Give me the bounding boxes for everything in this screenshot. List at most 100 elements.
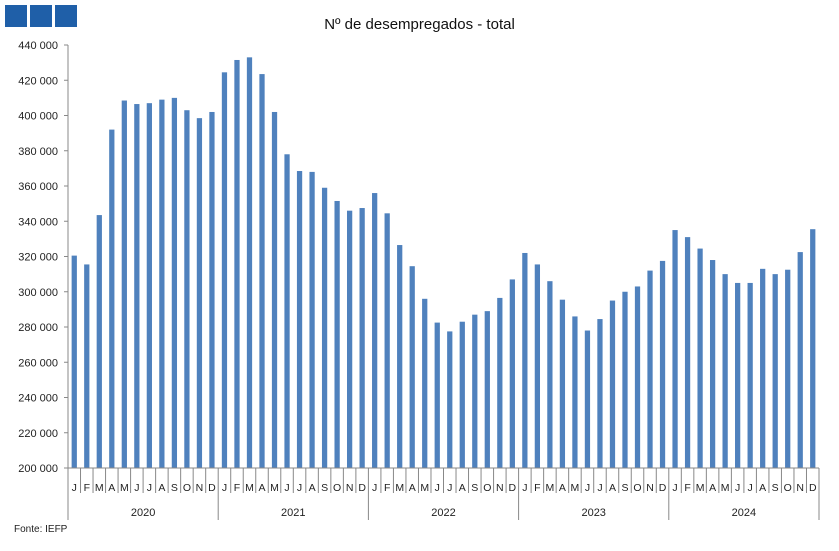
bar	[522, 252, 528, 468]
bar	[484, 311, 490, 468]
source-note: Fonte: IEFP	[14, 524, 68, 535]
bar	[384, 213, 390, 468]
y-tick-label: 240 000	[18, 393, 58, 405]
y-tick-label: 380 000	[18, 146, 58, 158]
month-tick-label: J	[597, 482, 602, 494]
bar	[234, 59, 240, 468]
month-tick-label: F	[234, 482, 240, 494]
month-tick-label: A	[709, 482, 716, 494]
bar	[497, 297, 503, 468]
month-tick-label: N	[196, 482, 204, 494]
bar	[659, 260, 666, 468]
month-tick-label: N	[346, 482, 354, 494]
bar	[735, 282, 741, 468]
y-tick-label: 320 000	[18, 252, 58, 264]
logo-square-1	[5, 5, 27, 27]
logo	[5, 5, 77, 27]
bar	[609, 300, 616, 468]
month-tick-label: D	[358, 482, 366, 494]
month-tick-label: J	[585, 482, 590, 494]
month-tick-label: O	[333, 482, 341, 494]
bar	[121, 100, 127, 469]
bar	[321, 187, 328, 468]
bar	[259, 74, 265, 469]
month-tick-label: M	[420, 482, 429, 494]
bar	[146, 103, 152, 468]
bar	[509, 279, 515, 468]
month-tick-label: A	[609, 482, 616, 494]
y-tick-label: 200 000	[18, 463, 58, 475]
bar	[572, 316, 578, 468]
month-tick-label: A	[559, 482, 566, 494]
month-tick-label: D	[809, 482, 817, 494]
y-tick-label: 280 000	[18, 322, 58, 334]
month-tick-label: F	[684, 482, 690, 494]
month-tick-label: A	[409, 482, 416, 494]
bar	[134, 104, 140, 468]
month-tick-label: F	[84, 482, 90, 494]
month-tick-label: J	[372, 482, 377, 494]
bar	[309, 171, 315, 468]
month-tick-label: F	[384, 482, 390, 494]
bar	[634, 286, 641, 468]
bar	[684, 237, 691, 468]
month-tick-label: J	[735, 482, 740, 494]
year-tick-label: 2021	[281, 507, 305, 519]
bar	[96, 215, 102, 468]
y-tick-label: 360 000	[18, 181, 58, 193]
bar	[709, 260, 716, 468]
bar	[797, 252, 803, 468]
month-tick-label: A	[158, 482, 165, 494]
y-tick-label: 220 000	[18, 428, 58, 440]
month-tick-label: O	[784, 482, 792, 494]
bar	[559, 299, 566, 468]
month-tick-label: S	[471, 482, 478, 494]
month-tick-label: N	[646, 482, 654, 494]
bar	[697, 248, 703, 468]
bar	[672, 230, 678, 468]
bar	[785, 269, 791, 468]
bar	[109, 129, 115, 468]
month-tick-label: A	[759, 482, 766, 494]
bar	[547, 281, 553, 468]
bar	[271, 111, 278, 468]
month-tick-label: O	[183, 482, 191, 494]
bar	[647, 270, 653, 468]
month-tick-label: J	[447, 482, 452, 494]
bar	[409, 266, 415, 468]
month-tick-label: M	[245, 482, 254, 494]
month-tick-label: S	[321, 482, 328, 494]
bar	[810, 229, 816, 468]
month-tick-label: O	[633, 482, 641, 494]
y-tick-label: 260 000	[18, 357, 58, 369]
month-tick-label: M	[395, 482, 404, 494]
y-tick-label: 440 000	[18, 40, 58, 52]
bar	[359, 208, 365, 468]
bar	[196, 118, 203, 469]
month-tick-label: M	[95, 482, 104, 494]
bar	[534, 264, 541, 468]
month-tick-label: S	[621, 482, 628, 494]
logo-square-2	[30, 5, 52, 27]
bar	[334, 200, 340, 468]
month-tick-label: J	[284, 482, 289, 494]
month-tick-label: J	[435, 482, 440, 494]
y-tick-label: 420 000	[18, 75, 58, 87]
bar	[397, 245, 403, 468]
bar	[722, 274, 728, 468]
month-tick-label: N	[796, 482, 804, 494]
chart-title: Nº de desempregados - total	[324, 16, 515, 33]
month-tick-label: M	[120, 482, 129, 494]
month-tick-label: M	[571, 482, 580, 494]
bar	[84, 264, 90, 468]
y-tick-label: 300 000	[18, 287, 58, 299]
bar	[447, 331, 453, 468]
bar	[171, 97, 178, 468]
year-tick-label: 2022	[431, 507, 455, 519]
bar	[346, 210, 353, 469]
bar	[772, 274, 778, 468]
year-tick-label: 2023	[581, 507, 605, 519]
bar	[760, 268, 766, 468]
bar	[372, 193, 378, 469]
bar	[209, 111, 215, 468]
